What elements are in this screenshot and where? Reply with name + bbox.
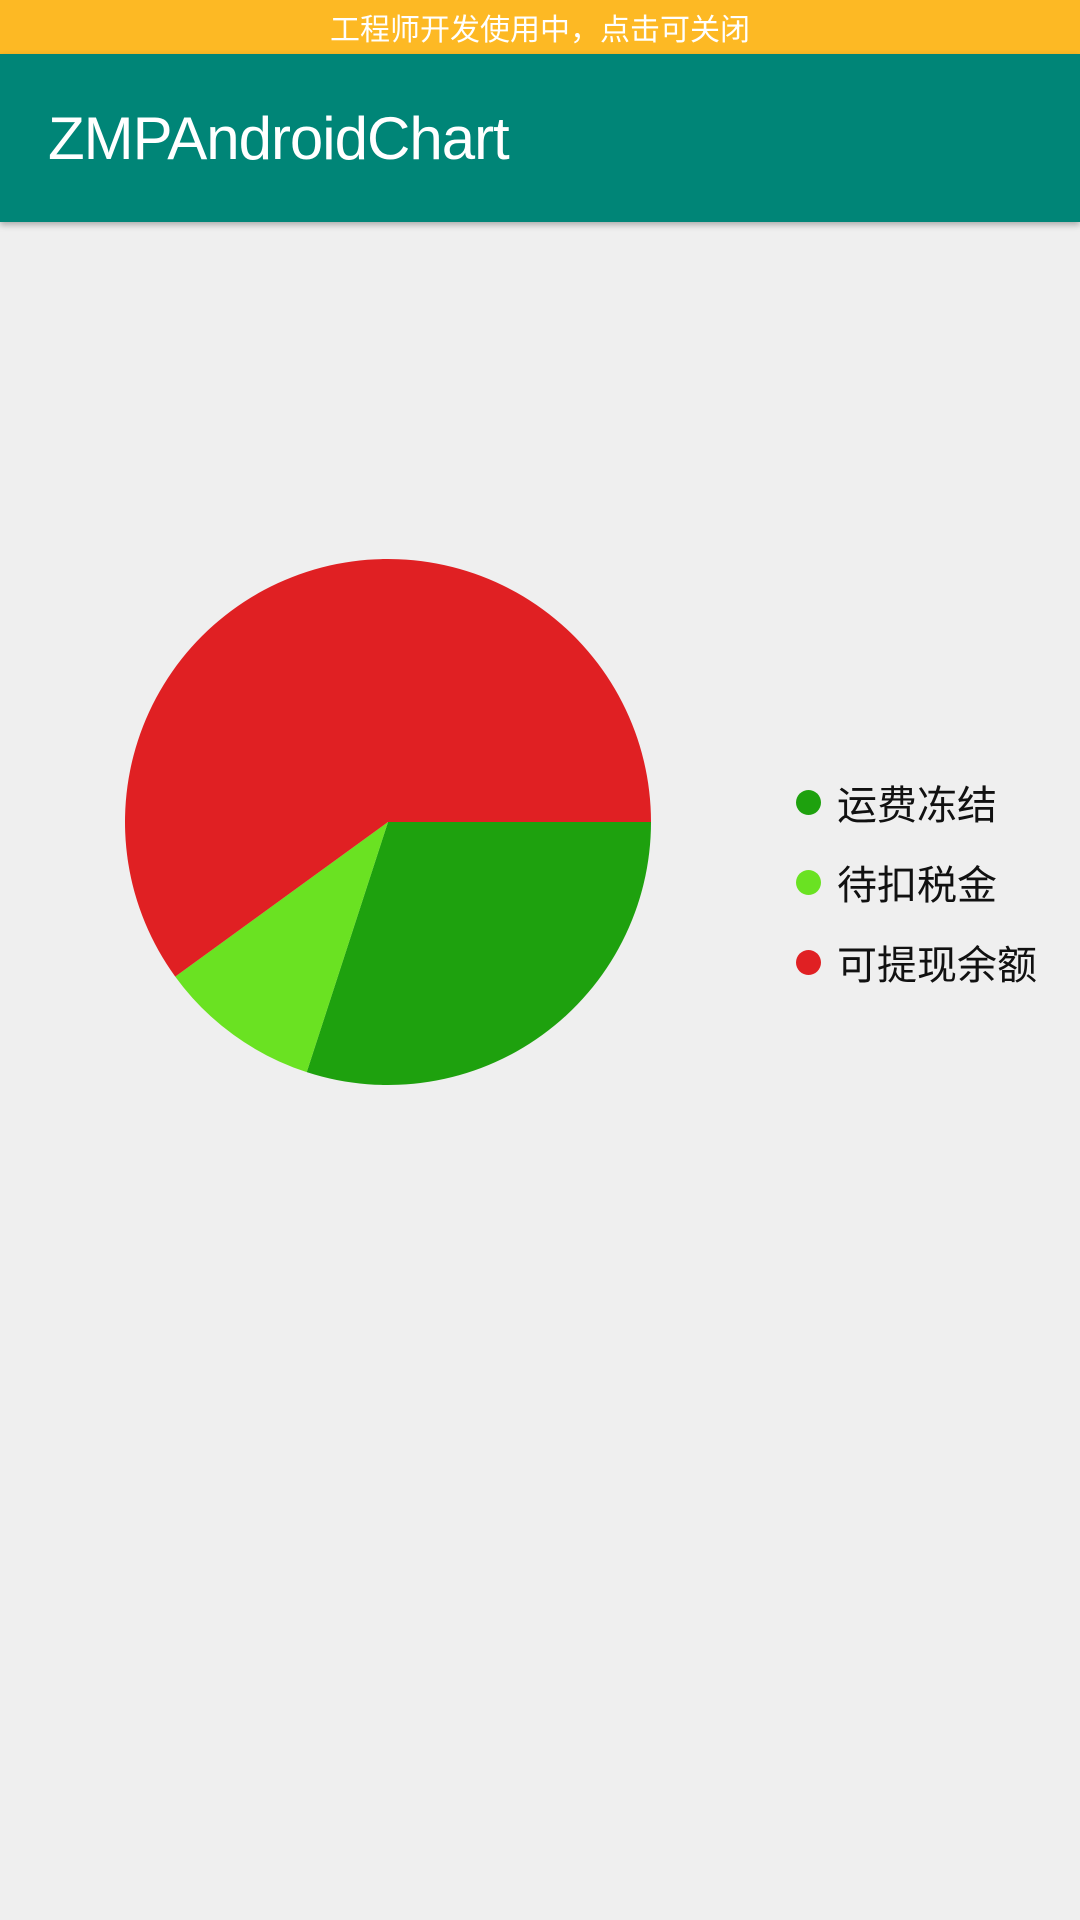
legend-dot-icon: [796, 789, 821, 815]
pie-slice-1[interactable]: [175, 822, 388, 1073]
legend-label: 可提现余额: [837, 943, 1037, 989]
pie-slice-0[interactable]: [306, 822, 651, 1085]
dev-mode-banner-text: 工程师开发使用中，点击可关闭: [330, 13, 750, 48]
chart-legend: 运费冻结 待扣税金 可提现余额: [796, 762, 1080, 1002]
legend-item-withdrawable-balance: 可提现余额: [796, 922, 1080, 1002]
pie-slice-2[interactable]: [124, 558, 652, 977]
pie-chart[interactable]: [0, 222, 1080, 1920]
legend-item-freight-frozen: 运费冻结: [796, 762, 1080, 842]
dev-mode-banner[interactable]: 工程师开发使用中，点击可关闭: [0, 0, 1080, 54]
legend-dot-icon: [796, 949, 821, 975]
legend-label: 运费冻结: [837, 783, 997, 829]
legend-label: 待扣税金: [837, 863, 997, 909]
app-toolbar: ZMPAndroidChart: [0, 54, 1080, 222]
app-title: ZMPAndroidChart: [48, 104, 510, 172]
legend-dot-icon: [796, 869, 821, 895]
legend-item-pending-tax: 待扣税金: [796, 842, 1080, 922]
pie-chart-view[interactable]: 运费冻结 待扣税金 可提现余额: [0, 222, 1080, 1920]
